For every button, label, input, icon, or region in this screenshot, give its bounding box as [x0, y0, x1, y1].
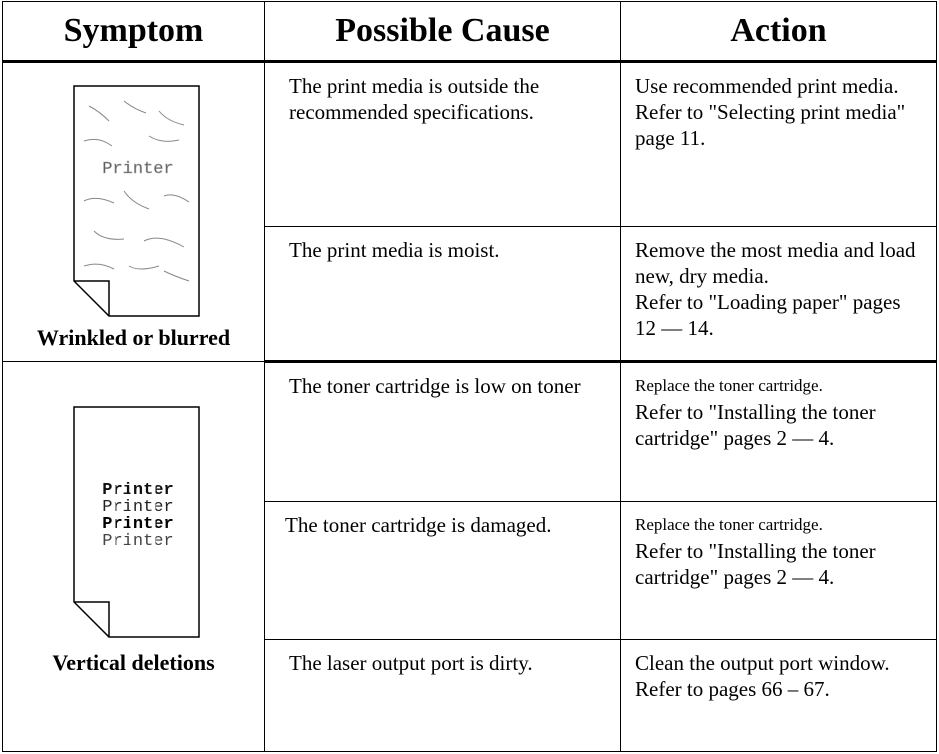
row: Printer Wrinkled or blurred The print me… — [2, 61, 937, 362]
cause-text: The toner cartridge is damaged. — [285, 513, 552, 537]
cause-cell: The print media is moist. — [264, 226, 621, 363]
sample-text: Printer — [102, 515, 173, 534]
symptom-label: Vertical deletions — [52, 650, 215, 675]
row: The toner cartridge is damaged. Replace … — [3, 501, 937, 640]
sample-text: Printer — [102, 498, 173, 517]
action-line: Use recommended print media. — [635, 74, 899, 98]
cause-cell: The print media is outside the recommend… — [264, 61, 621, 227]
cause-cell: The laser output port is dirty. — [264, 639, 621, 752]
action-cell: Replace the toner cartridge. Refer to "I… — [620, 501, 937, 640]
row: Printer Printer Printer Printer Vertical… — [2, 361, 937, 752]
cause-text: The print media is moist. — [289, 238, 500, 262]
page-icon: Printer — [72, 85, 200, 317]
header-cell: Action — [620, 1, 937, 63]
cause-text: The toner cartridge is low on toner — [289, 374, 581, 398]
action-cell: Remove the most media and load new, dry … — [620, 226, 937, 363]
page-outline — [72, 85, 200, 317]
header-cell: Symptom — [2, 1, 265, 63]
action-cell: Use recommended print media. Refer to "S… — [620, 61, 937, 227]
header-cell: Possible Cause — [264, 1, 621, 63]
cause-text: The print media is outside the recommend… — [289, 74, 540, 124]
action-line: Refer to "Installing the toner cartridge… — [635, 539, 876, 589]
action-line: Replace the toner cartridge. — [635, 515, 823, 534]
row: The laser output port is dirty. Clean th… — [3, 639, 937, 752]
row: The print media is moist. Remove the mos… — [3, 226, 937, 363]
action-line: Replace the toner cartridge. — [635, 376, 823, 395]
sample-text: Printer — [102, 160, 173, 179]
cause-text: The laser output port is dirty. — [289, 651, 533, 675]
cause-cell: The toner cartridge is damaged. — [264, 501, 621, 640]
action-line: Refer to "Installing the toner cartridge… — [635, 400, 876, 450]
action-line: Remove the most media and load new, dry … — [635, 238, 916, 288]
action-line: Refer to "Loading paper" pages 12 — 14. — [635, 290, 901, 340]
cause-cell: The toner cartridge is low on toner — [264, 361, 621, 502]
action-cell: Clean the output port window. Refer to p… — [620, 639, 937, 752]
action-line: Refer to "Selecting print media" page 11… — [635, 100, 906, 150]
page-outline — [72, 406, 200, 638]
symptom-label: Wrinkled or blurred — [36, 325, 231, 350]
wrinkles — [83, 100, 189, 282]
symptom-cell: Printer Wrinkled or blurred — [2, 61, 265, 362]
symptom-cell: Printer Printer Printer Printer Vertical… — [2, 361, 265, 752]
sample-text: Printer — [102, 481, 173, 500]
header-row: Symptom Possible Cause Action — [2, 1, 937, 63]
action-cell: Replace the toner cartridge. Refer to "I… — [620, 361, 937, 502]
action-line: Clean the output port window. Refer to p… — [635, 651, 901, 701]
page-icon: Printer Printer Printer Printer — [72, 406, 200, 638]
deletion-streaks — [112, 477, 155, 552]
sample-text: Printer — [102, 532, 173, 551]
